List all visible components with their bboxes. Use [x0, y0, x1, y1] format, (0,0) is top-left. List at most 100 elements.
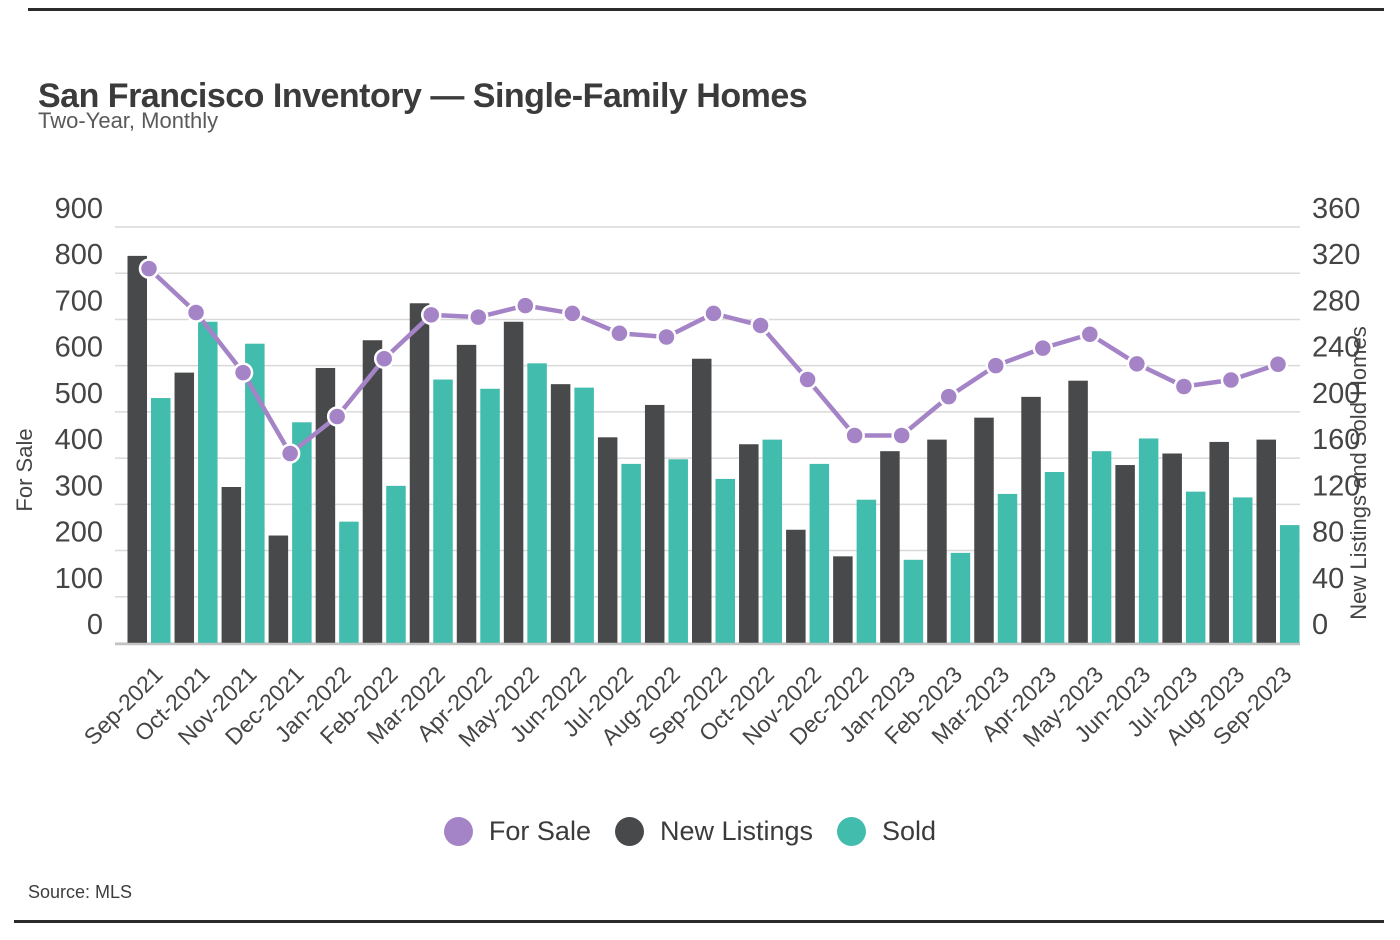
for-sale-point	[185, 302, 207, 323]
bar-new-listings	[692, 358, 712, 643]
bar-new-listings	[739, 444, 759, 643]
y-tick-label-right: 80	[1312, 517, 1344, 549]
bar-new-listings	[833, 556, 853, 643]
for-sale-point	[891, 425, 912, 446]
legend-label: Sold	[882, 816, 937, 846]
bar-sold	[1232, 497, 1253, 643]
top-border-rule	[28, 8, 1384, 11]
for-sale-point	[515, 295, 536, 316]
bar-new-listings	[409, 303, 430, 643]
bar-new-listings	[1162, 453, 1182, 643]
legend-marker-icon	[443, 817, 473, 846]
for-sale-point	[1079, 323, 1101, 345]
bar-sold	[1091, 451, 1112, 643]
bar-sold	[433, 379, 453, 643]
bar-new-listings	[1209, 441, 1229, 643]
bar-sold	[292, 422, 312, 643]
bar-new-listings	[597, 437, 618, 643]
y-tick-label-left: 100	[55, 563, 103, 595]
bar-sold	[621, 463, 641, 643]
bar-sold	[339, 521, 359, 643]
bar-new-listings	[456, 344, 477, 643]
bottom-border-rule	[14, 920, 1384, 923]
for-sale-point	[609, 323, 630, 344]
bar-new-listings	[174, 372, 195, 643]
right-axis-title: New Listings and Sold Homes	[1346, 326, 1371, 619]
y-tick-label-right: 240	[1312, 332, 1360, 364]
y-tick-label-right: 200	[1312, 378, 1360, 410]
for-sale-point	[844, 425, 865, 446]
legend-item-new-listings: New Listings	[614, 816, 814, 847]
bar-new-listings	[644, 404, 665, 643]
for-sale-point	[1220, 369, 1242, 391]
bar-new-listings	[550, 384, 571, 643]
bar-sold	[245, 343, 265, 643]
y-tick-label-right: 40	[1312, 563, 1344, 595]
for-sale-point	[1267, 354, 1289, 375]
y-tick-label-right: 0	[1312, 609, 1328, 641]
y-tick-label-left: 500	[55, 378, 103, 410]
legend-marker-icon	[837, 817, 867, 846]
chart-legend: For Sale New Listings Sold	[0, 816, 1380, 847]
bar-new-listings	[127, 255, 147, 643]
bar-sold	[1044, 471, 1065, 643]
bar-new-listings	[927, 439, 947, 643]
bar-sold	[480, 388, 500, 643]
chart-title: San Francisco Inventory — Single-Family …	[38, 76, 808, 115]
bar-sold	[527, 363, 547, 643]
for-sale-point	[1032, 337, 1054, 359]
bar-sold	[386, 485, 406, 643]
bar-new-listings	[268, 535, 289, 643]
for-sale-point	[373, 348, 395, 369]
for-sale-point	[750, 315, 771, 336]
y-tick-label-left: 900	[55, 193, 103, 225]
bar-new-listings	[974, 417, 994, 643]
bar-sold	[198, 321, 218, 643]
for-sale-point	[656, 326, 677, 348]
legend-item-sold: Sold	[837, 816, 936, 847]
for-sale-point	[468, 306, 489, 328]
bar-sold	[950, 552, 971, 643]
bar-sold	[574, 387, 594, 643]
left-axis-title: For Sale	[12, 428, 37, 511]
y-tick-label-left: 0	[87, 609, 103, 641]
legend-label: New Listings	[659, 816, 814, 846]
bar-new-listings	[786, 529, 806, 643]
for-sale-point	[985, 355, 1006, 376]
for-sale-point	[703, 303, 724, 324]
y-tick-label-right: 280	[1312, 285, 1360, 317]
bar-new-listings	[221, 487, 242, 643]
bar-new-listings	[1115, 465, 1135, 643]
bar-sold	[668, 459, 688, 643]
bar-sold	[997, 493, 1018, 643]
bar-sold	[762, 439, 783, 643]
bar-sold	[809, 463, 830, 643]
chart-subtitle: Two-Year, Monthly	[38, 108, 219, 133]
y-tick-label-left: 800	[55, 239, 103, 271]
for-sale-point	[232, 362, 254, 383]
legend-label: For Sale	[488, 816, 591, 846]
bar-sold	[151, 398, 171, 643]
bar-sold	[715, 478, 735, 643]
source-note: Source: MLS	[28, 882, 133, 902]
y-tick-label-left: 600	[55, 332, 103, 364]
for-sale-point	[938, 386, 959, 407]
for-sale-point	[421, 304, 442, 326]
y-tick-label-right: 120	[1312, 470, 1360, 502]
for-sale-point	[326, 406, 348, 427]
for-sale-point	[562, 303, 583, 324]
legend-marker-icon	[614, 817, 644, 846]
y-tick-label-right: 320	[1312, 239, 1360, 271]
y-tick-label-left: 700	[55, 285, 103, 317]
for-sale-point	[138, 258, 160, 279]
bar-new-listings	[1021, 396, 1041, 643]
bar-new-listings	[1256, 439, 1276, 643]
bar-sold	[1185, 491, 1206, 643]
for-sale-point	[1173, 376, 1195, 397]
for-sale-point	[1126, 353, 1148, 375]
bar-new-listings	[315, 367, 336, 643]
bar-sold	[903, 559, 924, 643]
bar-sold	[856, 499, 877, 643]
for-sale-point	[797, 369, 818, 390]
y-tick-label-left: 300	[55, 470, 103, 502]
